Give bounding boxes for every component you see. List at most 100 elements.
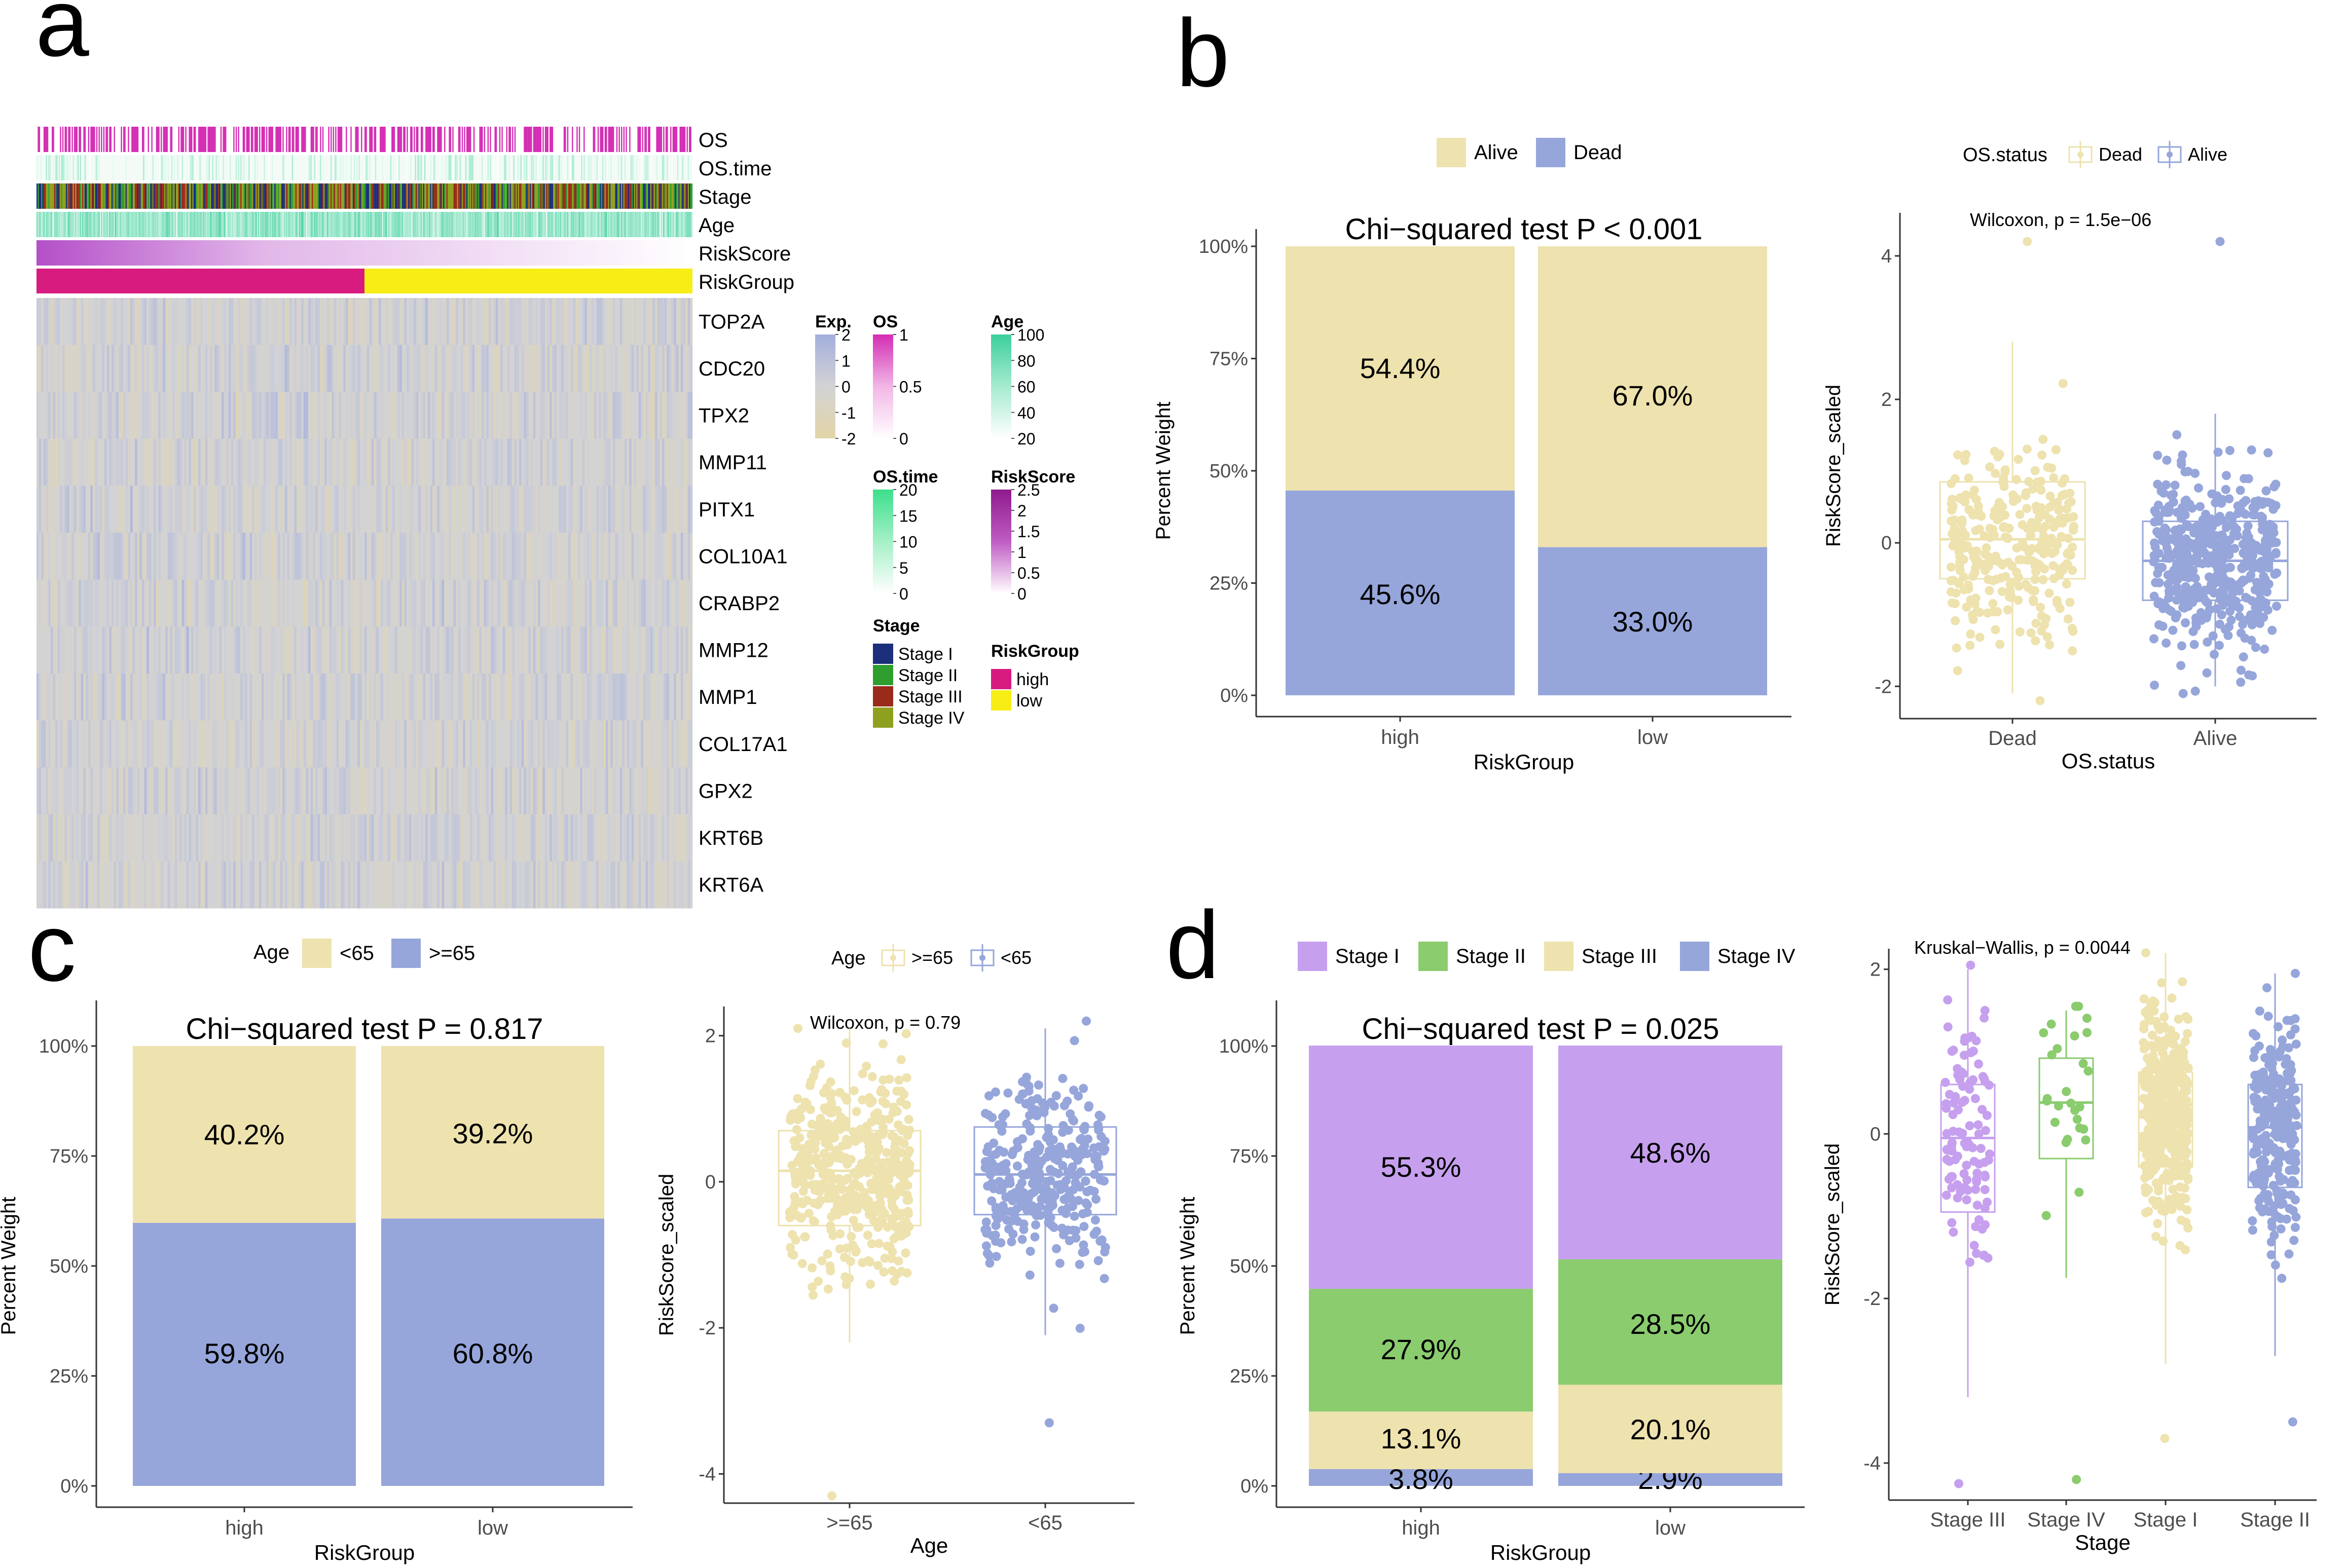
stage-cell — [658, 183, 660, 209]
ostime-cell — [554, 155, 556, 180]
os-cell — [65, 127, 67, 152]
heatmap-cell — [488, 720, 491, 768]
heatmap-cell — [160, 345, 163, 392]
heatmap-cell — [680, 720, 683, 768]
heatmap-cell — [55, 579, 58, 627]
stage-cell — [611, 183, 613, 209]
heatmap-cell — [109, 767, 112, 815]
heatmap-cell — [540, 814, 543, 862]
heatmap-cell — [60, 533, 63, 580]
os-cell — [525, 127, 526, 152]
heatmap-cell — [352, 720, 355, 768]
stage-cell — [587, 183, 589, 209]
ostime-cell — [596, 155, 598, 180]
heatmap-cell — [43, 720, 46, 768]
heatmap-cell — [535, 673, 538, 721]
heatmap-cell — [524, 579, 527, 627]
ostime-cell — [418, 155, 420, 180]
heatmap-cell — [442, 533, 445, 580]
heatmap-cell — [589, 533, 592, 580]
heatmap-cell — [648, 673, 651, 721]
heatmap-cell — [141, 345, 144, 392]
heatmap-cell — [552, 392, 555, 439]
stage-cell — [146, 183, 148, 209]
heatmap-cell — [219, 438, 222, 486]
heatmap-cell — [233, 533, 236, 580]
os-cell — [132, 127, 134, 152]
heatmap-cell — [357, 579, 360, 627]
heatmap-cell — [39, 626, 42, 674]
heatmap-cell — [624, 767, 627, 815]
heatmap-cell — [97, 814, 100, 862]
age-cell — [83, 212, 85, 237]
ostime-cell — [662, 155, 664, 180]
ostime-cell — [493, 155, 495, 180]
heatmap-cell — [177, 767, 180, 815]
heatmap-cell — [343, 392, 346, 439]
heatmap-cell — [660, 579, 663, 627]
heatmap-cell — [200, 438, 203, 486]
age-cell — [167, 212, 169, 237]
heatmap-cell — [612, 298, 615, 346]
heatmap-cell — [401, 720, 405, 768]
stage-cell — [583, 183, 585, 209]
os-cell — [414, 127, 415, 152]
heatmap-cell — [346, 298, 348, 346]
stage-cell — [320, 183, 321, 209]
heatmap-cell — [336, 438, 339, 486]
heatmap-cell — [547, 814, 550, 862]
ostime-cell — [445, 155, 447, 180]
heatmap-cell — [216, 673, 219, 721]
heatmap-cell — [521, 533, 524, 580]
heatmap-cell — [652, 392, 655, 439]
heatmap-cell — [299, 720, 302, 768]
heatmap-cell — [60, 626, 63, 674]
os-cell — [320, 127, 321, 152]
heatmap-cell — [444, 579, 447, 627]
heatmap-cell — [467, 392, 470, 439]
heatmap-cell — [200, 673, 203, 721]
os-cell — [204, 127, 205, 152]
ostime-cell — [677, 155, 679, 180]
heatmap-cell — [592, 392, 595, 439]
stage-cell — [219, 183, 221, 209]
ostime-cell — [636, 155, 638, 180]
ostime-cell — [424, 155, 426, 180]
os-cell — [208, 127, 210, 152]
age-cell — [362, 212, 363, 237]
heatmap-cell — [313, 486, 316, 533]
heatmap-cell — [580, 720, 583, 768]
heatmap-cell — [99, 298, 102, 346]
stage-cell — [152, 183, 154, 209]
os-cell — [648, 127, 649, 152]
heatmap-cell — [603, 345, 606, 392]
heatmap-cell — [416, 533, 419, 580]
os-cell — [84, 127, 86, 152]
heatmap-cell — [655, 673, 657, 721]
heatmap-cell — [106, 486, 109, 533]
stage-cell — [144, 183, 146, 209]
heatmap-cell — [685, 345, 688, 392]
heatmap-cell — [592, 298, 595, 346]
heatmap-cell — [95, 814, 98, 862]
heatmap-cell — [128, 438, 131, 486]
heatmap-cell — [36, 579, 39, 627]
heatmap-cell — [39, 533, 42, 580]
heatmap-cell — [542, 298, 545, 346]
heatmap-cell — [209, 298, 212, 346]
ostime-cell — [50, 155, 52, 180]
stage-cell — [178, 183, 180, 209]
heatmap-cell — [687, 392, 690, 439]
ostime-cell — [467, 155, 469, 180]
heatmap-cell — [355, 814, 358, 862]
heatmap-cell — [502, 720, 505, 768]
heatmap-cell — [181, 814, 185, 862]
heatmap-cell — [608, 392, 611, 439]
heatmap-cell — [437, 392, 440, 439]
heatmap-cell — [343, 673, 346, 721]
heatmap-cell — [641, 533, 644, 580]
heatmap-cell — [610, 579, 613, 627]
heatmap-cell — [69, 533, 72, 580]
heatmap-cell — [617, 486, 620, 533]
heatmap-cell — [163, 720, 166, 768]
